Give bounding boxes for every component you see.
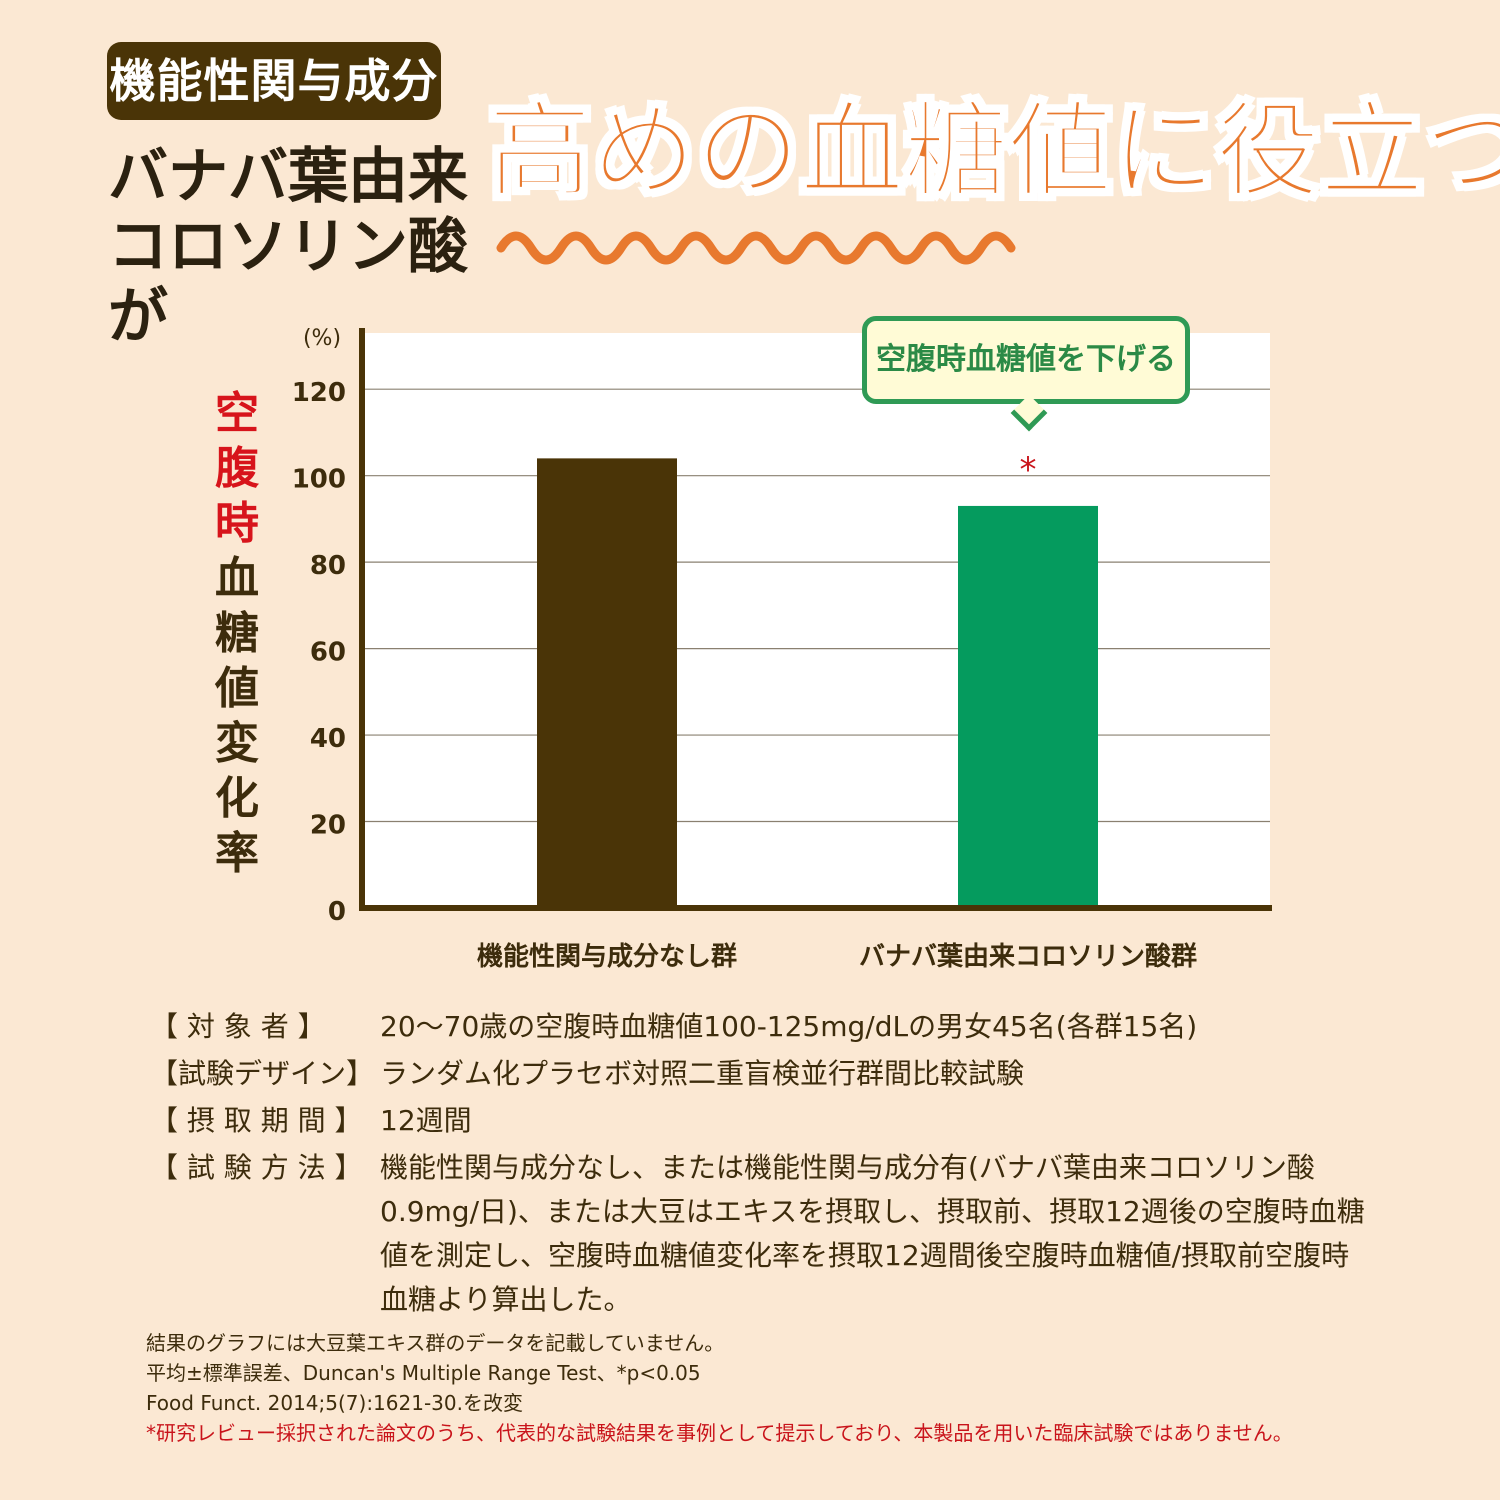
x-category-label: バナバ葉由来コロソリン酸群 [859, 942, 1197, 972]
functional-ingredient-badge: 機能性関与成分 [107, 42, 441, 120]
study-info-key: 【 摂 取 期 間 】 [150, 1104, 363, 1137]
y-axis-label-char: 糖 [215, 608, 259, 659]
y-axis-label-char: 血 [215, 553, 259, 604]
x-category-label: 機能性関与成分なし群 [477, 941, 737, 972]
bar-chart: 0 20 40 60 80 100 120 (%) 機能性関与成分なし群 バナバ葉由来コロソリン酸… [292, 326, 1272, 972]
study-info-value: 12週間 [380, 1104, 472, 1137]
study-info-key: 【試験デザイン】 [150, 1057, 375, 1090]
bar-1 [537, 458, 677, 908]
study-info-row: 【 対 象 者 】 20～70歳の空腹時血糖値100-125mg/dLの男女45… [150, 1005, 1370, 1049]
y-axis-label-char: 時 [215, 498, 259, 549]
study-info-row: 【 摂 取 期 間 】 12週間 [150, 1099, 1370, 1143]
subtitle-line-2: コロソリン酸が [108, 212, 468, 352]
y-axis-label-char: 率 [215, 828, 259, 879]
footnote-line: 平均±標準誤差、Duncan's Multiple Range Test、*p<… [146, 1361, 701, 1385]
study-info-value: 機能性関与成分なし、または機能性関与成分有(バナバ葉由来コロソリン酸0.9mg/… [380, 1151, 1365, 1316]
study-info-value: 20～70歳の空腹時血糖値100-125mg/dLの男女45名(各群15名) [380, 1010, 1198, 1043]
study-info-key: 【 対 象 者 】 [150, 1010, 326, 1043]
footnote-line: 結果のグラフには大豆葉エキス群のデータを記載していません。 [146, 1331, 725, 1355]
y-tick-label: 120 [292, 378, 346, 408]
y-axis-label-char: 値 [215, 663, 259, 714]
footnote-line-disclaimer: *研究レビュー採択された論文のうち、代表的な試験結果を事例として提示しており、本… [146, 1421, 1293, 1445]
y-tick-label: 40 [310, 724, 346, 754]
y-axis-label-char: 化 [215, 773, 259, 824]
study-info: 【 対 象 者 】 20～70歳の空腹時血糖値100-125mg/dLの男女45… [150, 1005, 1370, 1325]
study-info-row: 【試験デザイン】 ランダム化プラセボ対照二重盲検並行群間比較試験 [150, 1052, 1370, 1096]
study-info-value: ランダム化プラセボ対照二重盲検並行群間比較試験 [380, 1057, 1025, 1090]
bar-2 [958, 505, 1098, 908]
headline: 高めの血糖値に役立つ! [487, 89, 1500, 213]
subtitle-line-1: バナバ葉由来 [108, 142, 468, 212]
footnotes: 結果のグラフには大豆葉エキス群のデータを記載していません。 平均±標準誤差、Du… [146, 1328, 1446, 1448]
y-axis-label: 空腹時 血糖値変化率 [212, 386, 262, 881]
y-axis-label-red: 空腹時 [212, 386, 262, 551]
y-axis-label-char: 変 [215, 718, 259, 769]
y-axis-label-dark: 血糖値変化率 [212, 551, 262, 881]
y-tick-label: 20 [310, 811, 346, 841]
plot-area [362, 333, 1270, 908]
y-axis-label-char: 腹 [215, 443, 259, 494]
significance-mark: * [1020, 450, 1037, 490]
ingredient-subtitle: バナバ葉由来 コロソリン酸が [108, 142, 468, 352]
wavy-underline [496, 231, 1016, 265]
y-unit-label: (%) [303, 326, 341, 351]
y-axis-label-char: 空 [215, 388, 259, 439]
y-tick-label: 80 [310, 551, 346, 581]
study-info-key: 【 試 験 方 法 】 [150, 1151, 363, 1184]
footnote-line: Food Funct. 2014;5(7):1621-30.を改変 [146, 1391, 523, 1415]
y-tick-label: 100 [292, 465, 346, 495]
y-tick-label: 0 [328, 897, 346, 927]
callout-bubble: 空腹時血糖値を下げる [862, 316, 1190, 404]
y-tick-label: 60 [310, 638, 346, 668]
study-info-row: 【 試 験 方 法 】 機能性関与成分なし、または機能性関与成分有(バナバ葉由来… [150, 1146, 1370, 1322]
